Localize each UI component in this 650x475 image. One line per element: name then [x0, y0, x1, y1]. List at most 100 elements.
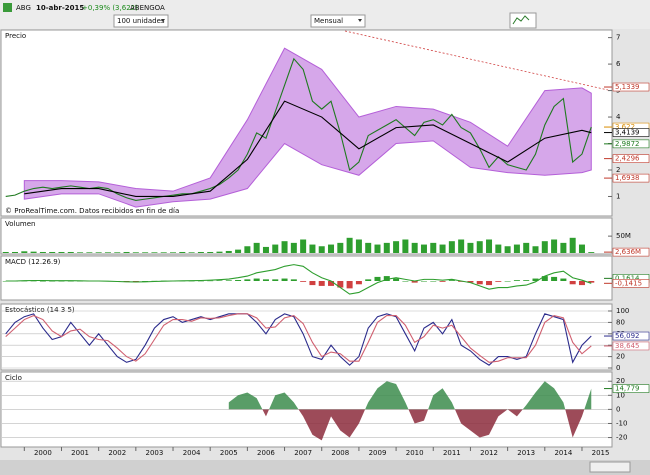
y-tick-label: 20	[616, 377, 625, 385]
x-tick-label: 2004	[183, 449, 201, 457]
bar	[67, 251, 74, 253]
bar	[513, 244, 520, 253]
value-label-box	[612, 247, 650, 257]
series-line	[24, 100, 592, 198]
bar	[39, 251, 46, 253]
scroll-thumb[interactable]	[589, 461, 631, 473]
y-tick-label: 20	[616, 353, 625, 361]
bar	[309, 281, 316, 286]
x-tick-label: 2000	[34, 449, 52, 457]
value-label: 1,6938	[615, 174, 640, 182]
bar	[216, 251, 223, 253]
bar	[532, 278, 539, 281]
bar	[328, 281, 335, 286]
value-label-box	[612, 384, 650, 393]
bar	[551, 239, 558, 253]
quantity-select[interactable]	[113, 14, 169, 28]
bollinger-band	[23, 47, 592, 208]
bar	[142, 281, 149, 282]
x-tick-label: 2008	[331, 449, 349, 457]
bar	[541, 241, 548, 253]
bar	[207, 280, 214, 282]
bar	[383, 276, 390, 281]
bar	[272, 279, 279, 281]
bar	[12, 251, 19, 253]
bar	[281, 278, 288, 281]
bar	[467, 281, 474, 283]
bar	[225, 280, 232, 281]
bar	[486, 239, 493, 253]
bar	[300, 281, 307, 282]
bar	[486, 281, 493, 286]
y-tick-label: -20	[616, 434, 627, 442]
bar	[207, 251, 214, 253]
bar	[30, 251, 37, 253]
bar	[430, 281, 437, 282]
bar	[383, 242, 390, 253]
x-tick-label: 2003	[146, 449, 164, 457]
bar	[467, 242, 474, 253]
period-select[interactable]	[310, 14, 366, 28]
bar	[355, 281, 362, 285]
bar	[411, 242, 418, 253]
bar	[95, 252, 102, 253]
value-label-box	[612, 82, 650, 92]
bar	[123, 251, 130, 253]
bar	[104, 252, 111, 253]
value-label: 0,1614	[615, 274, 640, 282]
bar	[300, 239, 307, 253]
bar	[365, 242, 372, 253]
value-label: 2,4296	[615, 155, 640, 163]
period: Mensual	[314, 17, 343, 25]
y-tick-label: 100	[616, 307, 629, 315]
series-line	[5, 313, 592, 366]
bar	[216, 280, 223, 282]
bar	[77, 252, 84, 253]
series-line	[5, 264, 592, 295]
bar	[532, 246, 539, 253]
chart-type-button[interactable]	[509, 12, 537, 29]
symbol: ABG	[16, 4, 31, 12]
bar	[420, 281, 427, 282]
y-tick-label: 80	[616, 318, 625, 326]
date: 10-abr-2015	[36, 4, 84, 12]
value-label: 38,645	[615, 342, 640, 350]
value-label: 2,636M	[615, 248, 641, 256]
bar	[160, 252, 167, 253]
value-label-box	[612, 331, 650, 341]
value-label: 3,4139	[615, 129, 640, 137]
x-tick-label: 2009	[369, 449, 387, 457]
bar	[504, 281, 511, 282]
bar	[49, 251, 56, 253]
bar	[49, 281, 56, 282]
y-tick-label: 10	[616, 391, 625, 399]
bar	[337, 242, 344, 253]
bar	[588, 281, 595, 283]
x-tick-label: 2006	[257, 449, 275, 457]
bar	[179, 251, 186, 253]
panel-title: Precio	[5, 32, 26, 40]
bar	[402, 281, 409, 282]
scrollbar[interactable]	[0, 460, 650, 475]
y-tick-label: 4	[616, 113, 621, 121]
bar	[328, 244, 335, 253]
bar	[495, 281, 502, 282]
x-tick-label: 2010	[406, 449, 424, 457]
bar	[393, 241, 400, 253]
bar	[448, 280, 455, 281]
bar	[439, 281, 446, 282]
x-tick-label: 2005	[220, 449, 238, 457]
bar	[588, 252, 595, 253]
value-label-box	[612, 341, 650, 351]
bar	[170, 252, 177, 253]
bar	[2, 251, 9, 253]
panel-title: MACD (12.26.9)	[5, 258, 61, 266]
value-label-box	[612, 154, 650, 163]
y-tick-label: 0	[616, 364, 620, 372]
bar	[290, 242, 297, 253]
bar	[393, 278, 400, 281]
bar	[402, 239, 409, 253]
bar	[523, 242, 530, 253]
value-label-box	[612, 139, 650, 149]
x-tick-label: 2014	[554, 449, 572, 457]
